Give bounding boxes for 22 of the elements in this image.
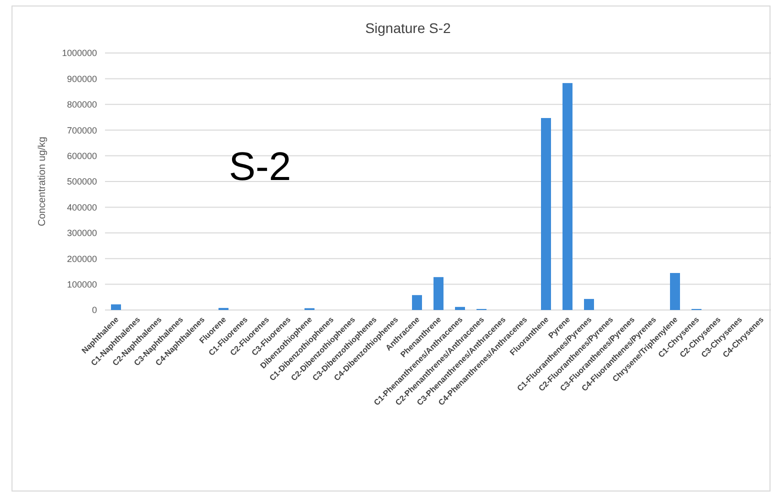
y-tick-label: 400000 (66, 202, 97, 212)
y-axis-title: Concentration ug/kg (37, 136, 48, 226)
y-tick-label: 1000000 (62, 48, 97, 58)
y-tick-label: 200000 (66, 254, 97, 264)
bar (584, 298, 594, 310)
bar (111, 304, 121, 310)
y-tick-label: 500000 (66, 176, 97, 187)
bar (562, 83, 572, 310)
bar (455, 306, 465, 310)
y-tick-label: 800000 (66, 100, 97, 110)
y-tick-label: 300000 (66, 228, 97, 238)
y-tick-label: 600000 (66, 150, 97, 161)
bar (541, 118, 551, 310)
y-tick-label: 700000 (66, 125, 97, 136)
chart-title: Signature S-2 (365, 20, 452, 36)
annotation: S-2 (228, 145, 292, 189)
bar (434, 277, 444, 310)
bar (670, 272, 680, 310)
y-tick-label: 0 (92, 305, 97, 316)
bar (412, 295, 422, 310)
y-tick-label: 900000 (66, 74, 97, 84)
y-tick-label: 100000 (66, 279, 97, 290)
